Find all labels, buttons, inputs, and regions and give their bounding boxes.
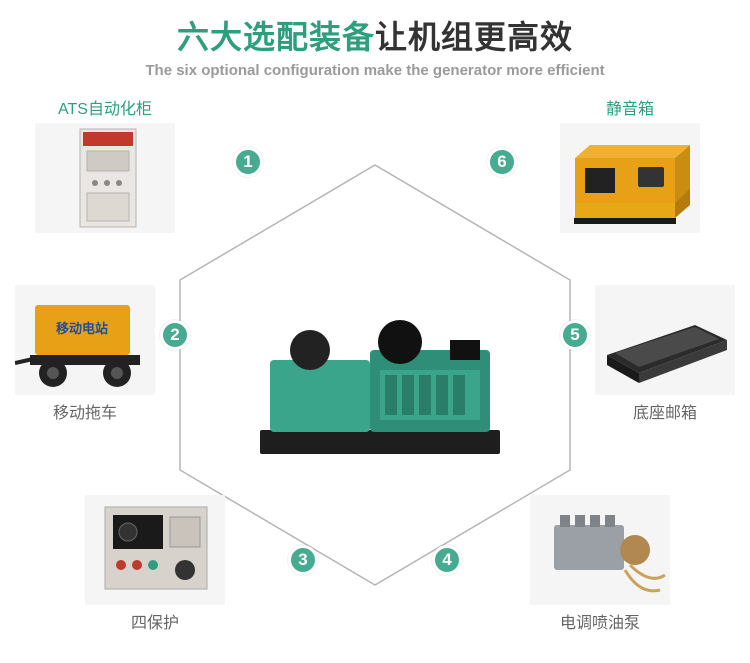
diagram-stage: ATS自动化柜 移动电站 移动拖车 <box>0 70 750 663</box>
badge-6: 6 <box>487 147 517 177</box>
item-fuel-pump: 电调喷油泵 <box>530 495 670 633</box>
item-mobile-trailer: 移动电站 移动拖车 <box>15 285 155 423</box>
badge-4: 4 <box>432 545 462 575</box>
header: 六大选配装备让机组更高效 The six optional configurat… <box>0 0 750 79</box>
cabinet-icon <box>35 123 175 233</box>
item-label: 底座邮箱 <box>633 399 697 423</box>
badge-5: 5 <box>560 320 590 350</box>
title-highlight: 六大选配装备 <box>177 19 375 55</box>
title-cn: 六大选配装备让机组更高效 <box>0 12 750 58</box>
title-rest: 让机组更高效 <box>375 19 573 55</box>
badge-2: 2 <box>160 320 190 350</box>
item-silent-box: 静音箱 <box>560 95 700 233</box>
silent-icon <box>560 123 700 233</box>
badge-1: 1 <box>233 147 263 177</box>
center-generator-image <box>250 300 510 470</box>
item-label: ATS自动化柜 <box>58 95 152 119</box>
item-label: 电调喷油泵 <box>560 609 640 633</box>
trailer-icon: 移动电站 <box>15 285 155 395</box>
item-ats-cabinet: ATS自动化柜 <box>35 95 175 233</box>
item-label: 移动拖车 <box>53 399 117 423</box>
svg-text:移动电站: 移动电站 <box>56 321 108 336</box>
panel-icon <box>85 495 225 605</box>
item-four-protection: 四保护 <box>85 495 225 633</box>
pump-icon <box>530 495 670 605</box>
badge-3: 3 <box>288 545 318 575</box>
item-base-tank: 底座邮箱 <box>595 285 735 423</box>
item-label: 静音箱 <box>606 95 654 119</box>
item-label: 四保护 <box>131 609 179 633</box>
tank-icon <box>595 285 735 395</box>
